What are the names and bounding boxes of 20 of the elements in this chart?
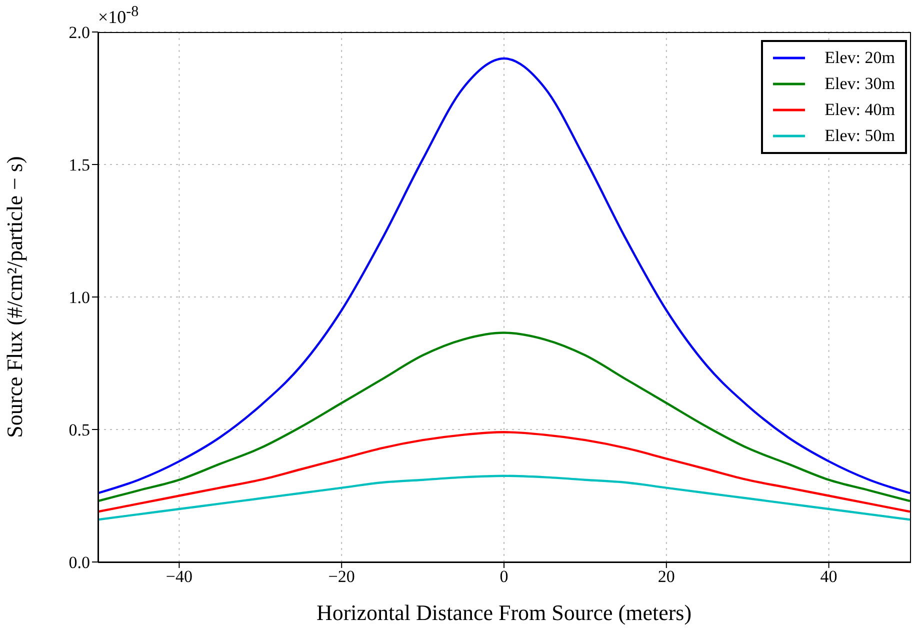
y-tick-label: 0.5 [68, 420, 90, 440]
line-series [98, 474, 910, 521]
x-tick-label: −20 [328, 567, 355, 586]
y-tick-label: 1.5 [68, 156, 90, 175]
x-tick-label: 0 [500, 567, 508, 586]
x-tick-label: −40 [166, 567, 192, 586]
x-axis-title: Horizontal Distance From Source (meters) [316, 600, 692, 625]
legend-label: Elev: 50m [824, 125, 895, 147]
text: ×10$^{-8}$ [98, 4, 139, 28]
legend-label: Elev: 40m [824, 99, 895, 121]
legend-label: Elev: 20m [824, 47, 895, 69]
y-tick-label: 1.0 [68, 288, 90, 308]
line-series [98, 431, 910, 513]
x-tick-label: 40 [820, 567, 838, 586]
legend-label: Elev: 30m [824, 73, 895, 95]
y-tick-label: 2.0 [68, 23, 90, 42]
x-tick-label: 20 [658, 567, 675, 586]
y-axis-title: Source Flux (#/cm²/particle − s) [2, 156, 27, 438]
y-tick-label: 0.0 [68, 553, 90, 572]
line-series [98, 332, 910, 502]
